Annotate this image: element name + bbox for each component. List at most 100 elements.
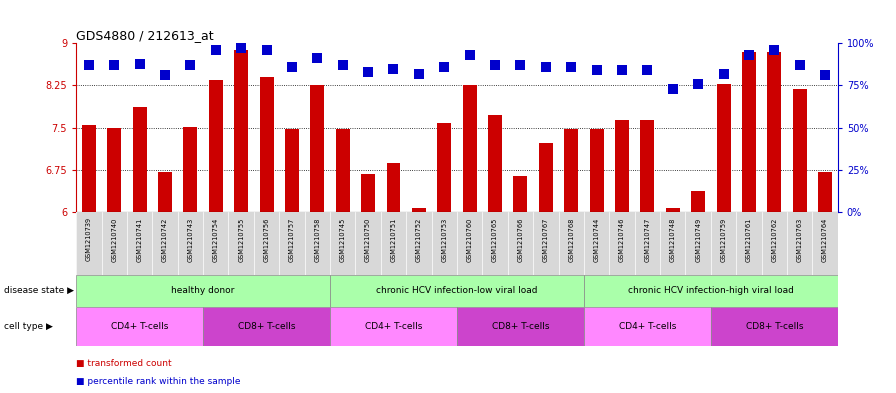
Bar [742, 52, 756, 212]
Text: GSM1210754: GSM1210754 [212, 217, 219, 262]
Text: GSM1210755: GSM1210755 [238, 217, 245, 262]
Point [538, 64, 553, 70]
Text: GSM1210749: GSM1210749 [695, 217, 702, 261]
Bar [590, 129, 604, 212]
Bar [666, 208, 680, 212]
Text: CD4+ T-cells: CD4+ T-cells [111, 322, 168, 331]
Point [184, 62, 198, 68]
Text: ■ percentile rank within the sample: ■ percentile rank within the sample [76, 377, 241, 386]
Text: cell type ▶: cell type ▶ [4, 322, 54, 331]
Bar [203, 307, 330, 346]
Point [818, 72, 832, 79]
Point [691, 81, 705, 87]
Bar [412, 208, 426, 212]
Bar [691, 191, 705, 212]
Text: GSM1210760: GSM1210760 [467, 217, 473, 262]
Bar [76, 307, 203, 346]
Text: chronic HCV infection-low viral load: chronic HCV infection-low viral load [376, 286, 538, 295]
Bar [488, 115, 502, 212]
Bar [457, 307, 584, 346]
Text: CD4+ T-cells: CD4+ T-cells [618, 322, 676, 331]
Bar [538, 143, 553, 212]
Bar [767, 52, 781, 212]
Point [564, 64, 579, 70]
Text: GSM1210744: GSM1210744 [593, 217, 599, 262]
Point [767, 47, 781, 53]
Text: chronic HCV infection-high viral load: chronic HCV infection-high viral load [628, 286, 794, 295]
Text: GSM1210764: GSM1210764 [822, 217, 828, 262]
Text: ■ transformed count: ■ transformed count [76, 359, 172, 368]
Point [641, 67, 655, 73]
Bar [336, 129, 349, 212]
Bar [234, 50, 248, 212]
Bar [641, 120, 654, 212]
Bar [818, 172, 832, 212]
Bar [82, 125, 96, 212]
Bar [260, 77, 273, 212]
Point [310, 55, 324, 62]
Point [462, 52, 477, 58]
Point [158, 72, 172, 79]
Bar [184, 127, 197, 212]
Text: GSM1210766: GSM1210766 [517, 217, 523, 262]
Text: GSM1210765: GSM1210765 [492, 217, 498, 262]
Text: healthy donor: healthy donor [171, 286, 235, 295]
Bar [330, 307, 457, 346]
Text: GSM1210747: GSM1210747 [644, 217, 650, 262]
Point [590, 67, 604, 73]
Text: GSM1210745: GSM1210745 [340, 217, 346, 262]
Bar [584, 275, 838, 307]
Point [285, 64, 299, 70]
Text: GSM1210751: GSM1210751 [391, 217, 397, 261]
Point [412, 70, 426, 77]
Point [666, 86, 680, 92]
Text: GSM1210742: GSM1210742 [162, 217, 168, 262]
Bar [330, 275, 584, 307]
Point [335, 62, 349, 68]
Point [209, 47, 223, 53]
Text: GSM1210753: GSM1210753 [441, 217, 447, 261]
Bar [584, 307, 711, 346]
Point [437, 64, 452, 70]
Text: GSM1210757: GSM1210757 [289, 217, 295, 262]
Point [793, 62, 807, 68]
Text: disease state ▶: disease state ▶ [4, 286, 74, 295]
Point [513, 62, 528, 68]
Point [82, 62, 96, 68]
Bar [285, 129, 299, 212]
Bar [437, 123, 452, 212]
Text: GSM1210763: GSM1210763 [797, 217, 803, 261]
Point [361, 69, 375, 75]
Point [234, 45, 248, 51]
Bar [462, 86, 477, 212]
Bar [158, 172, 172, 212]
Bar [133, 107, 147, 212]
Point [386, 65, 401, 72]
Text: CD4+ T-cells: CD4+ T-cells [365, 322, 422, 331]
Text: GSM1210748: GSM1210748 [669, 217, 676, 262]
Bar [615, 120, 629, 212]
Text: GSM1210767: GSM1210767 [543, 217, 549, 262]
Text: GSM1210743: GSM1210743 [187, 217, 194, 261]
Text: GSM1210761: GSM1210761 [745, 217, 752, 261]
Point [742, 52, 756, 58]
Bar [209, 80, 223, 212]
Text: GSM1210750: GSM1210750 [365, 217, 371, 262]
Text: GSM1210739: GSM1210739 [86, 217, 92, 261]
Text: GSM1210762: GSM1210762 [771, 217, 778, 262]
Point [108, 62, 122, 68]
Text: CD8+ T-cells: CD8+ T-cells [492, 322, 549, 331]
Text: GSM1210740: GSM1210740 [111, 217, 117, 262]
Bar [386, 163, 401, 212]
Bar [717, 84, 730, 212]
Text: GSM1210752: GSM1210752 [416, 217, 422, 262]
Text: CD8+ T-cells: CD8+ T-cells [745, 322, 803, 331]
Point [488, 62, 503, 68]
Text: GDS4880 / 212613_at: GDS4880 / 212613_at [76, 29, 214, 42]
Bar [108, 128, 121, 212]
Point [260, 47, 274, 53]
Point [133, 61, 147, 67]
Point [717, 70, 731, 77]
Bar [564, 129, 578, 212]
Text: GSM1210746: GSM1210746 [619, 217, 625, 262]
